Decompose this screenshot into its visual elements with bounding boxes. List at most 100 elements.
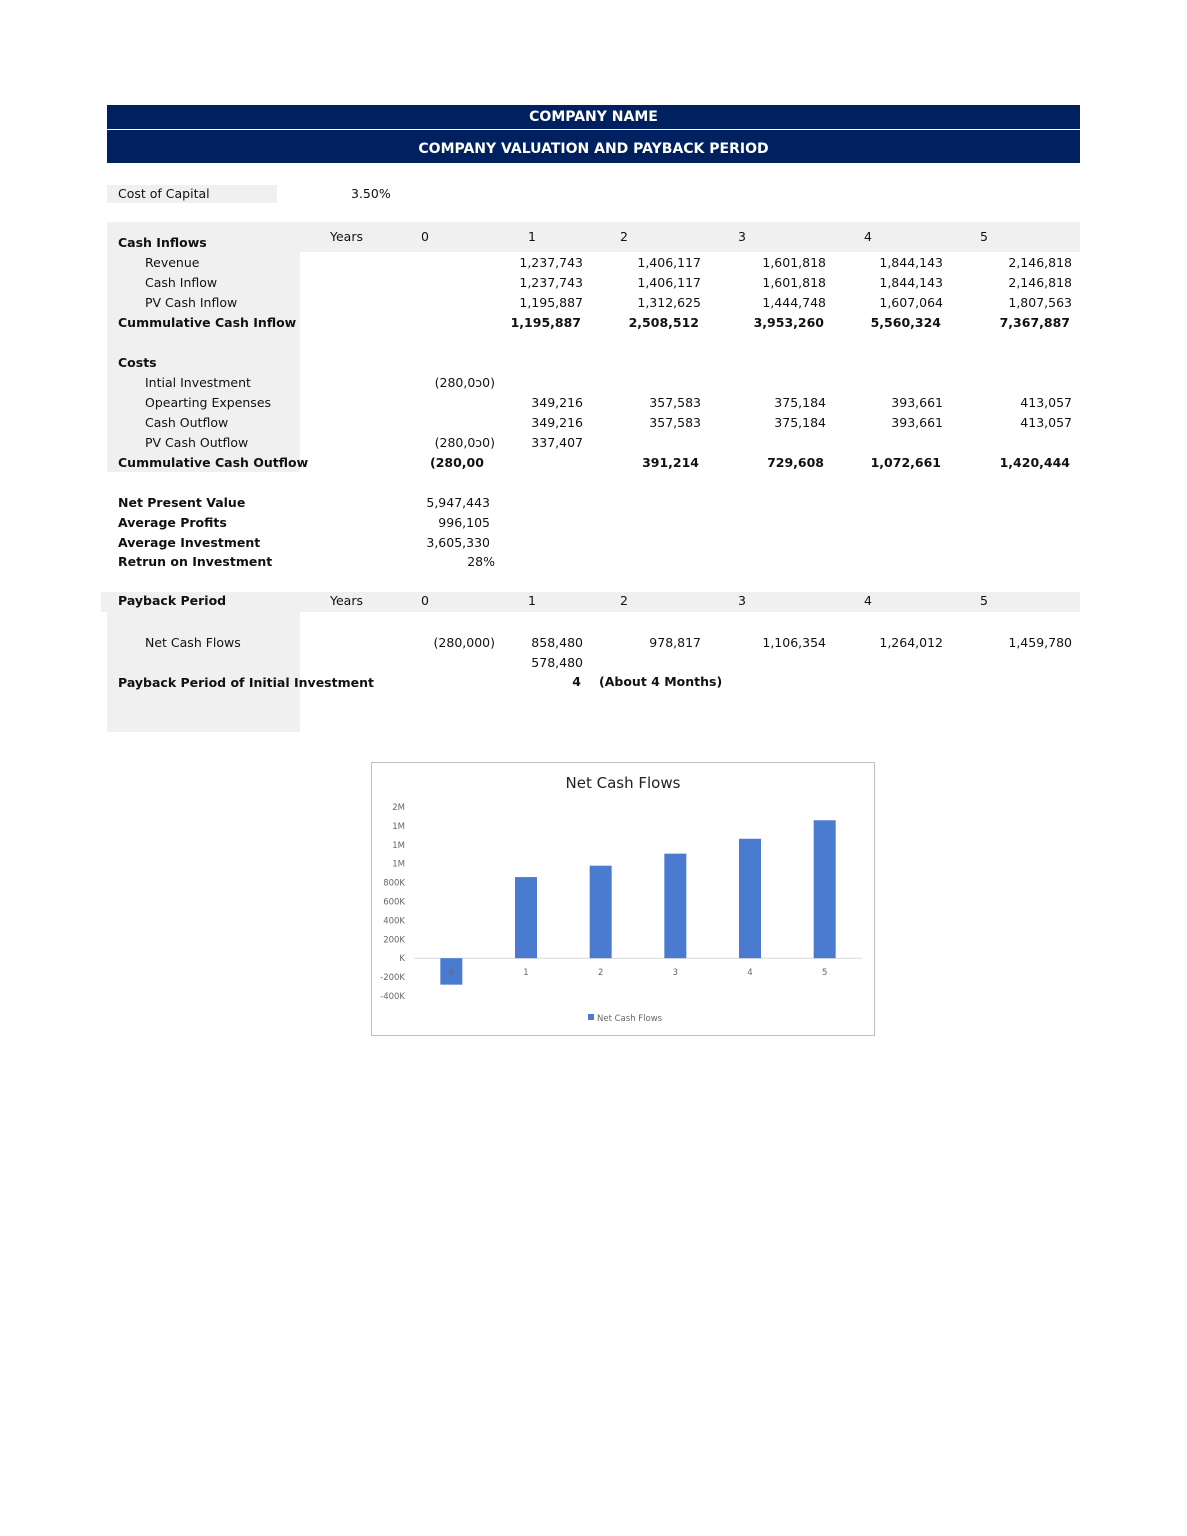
inflows-year-0: 0 <box>421 229 429 244</box>
cost-row-value: 357,583 <box>649 415 701 430</box>
cumulative-outflow-value: 1,420,444 <box>999 455 1070 470</box>
payback-header-bg <box>101 592 1080 612</box>
metric-value: 3,605,330 <box>426 535 490 550</box>
inflow-row-label: Cash Inflow <box>145 275 218 290</box>
inflows-year-3: 3 <box>738 229 746 244</box>
cumulative-outflow-value: 1,072,661 <box>870 455 941 470</box>
bar-3 <box>664 853 687 959</box>
cumulative-inflow-value: 3,953,260 <box>753 315 824 330</box>
payback-year-5: 5 <box>980 593 988 608</box>
bar-1 <box>515 877 537 959</box>
payback-result-value: 4 <box>572 674 581 689</box>
inflows-year-2: 2 <box>620 229 628 244</box>
cost-row-value: 357,583 <box>649 395 701 410</box>
inflow-row-value: 2,146,818 <box>1008 275 1072 290</box>
legend-swatch <box>588 1014 594 1020</box>
cost-of-capital-value: 3.50% <box>351 186 391 201</box>
inflow-row-value: 1,237,743 <box>519 275 583 290</box>
net-cash-flow-value: 1,264,012 <box>879 635 943 650</box>
inflows-year-1: 1 <box>528 229 536 244</box>
cumulative-inflow-value: 7,367,887 <box>999 315 1070 330</box>
y-tick-label: 200K <box>383 935 405 945</box>
inflow-row-value: 1,444,748 <box>762 295 826 310</box>
cost-row-label: Cash Outflow <box>145 415 229 430</box>
cumulative-inflow-value: 2,508,512 <box>628 315 699 330</box>
y-tick-label: 1M <box>392 841 405 851</box>
y-tick-label: 400K <box>383 916 405 926</box>
y-tick-label: 800K <box>383 879 405 889</box>
x-tick-label: 5 <box>822 968 827 978</box>
company-name: COMPANY NAME <box>107 105 1080 129</box>
cost-of-capital-bg <box>107 185 277 203</box>
chart-svg: Net Cash Flows 2M 1M 1M 1M 800K 600K 400K 200K K -… <box>380 774 862 1024</box>
payback-year-0: 0 <box>421 593 429 608</box>
y-tick-label: 600K <box>383 898 405 908</box>
inflow-row-value: 1,237,743 <box>519 255 583 270</box>
payback-years-label: Years <box>330 593 363 608</box>
net-cash-flows-chart: Net Cash Flows 2M 1M 1M 1M 800K 600K 400K 200K K -… <box>371 762 875 1036</box>
payback-result-note: (About 4 Months) <box>599 674 723 689</box>
y-tick-label: -200K <box>380 973 405 983</box>
cumulative-outflow-value: (280,00 <box>430 455 484 470</box>
cumulative-inflow-label: Cummulative Cash Inflow <box>118 315 297 330</box>
x-tick-label: 0 <box>449 968 454 978</box>
legend-label: Net Cash Flows <box>597 1014 663 1024</box>
cost-row-label: PV Cash Outflow <box>145 435 249 450</box>
inflow-row-label: Revenue <box>145 255 200 270</box>
payback-year-4: 4 <box>864 593 872 608</box>
cost-row-value: 413,057 <box>1020 395 1072 410</box>
payback-year-3: 3 <box>738 593 746 608</box>
inflow-row-value: 1,607,064 <box>879 295 943 310</box>
page-title: COMPANY VALUATION AND PAYBACK PERIOD <box>107 130 1080 163</box>
payback-label-bg <box>107 612 300 732</box>
x-tick-label: 2 <box>598 968 603 978</box>
cost-row-value: (280,0ɔ0) <box>434 375 495 390</box>
inflow-row-value: 1,195,887 <box>519 295 583 310</box>
inflow-row-label: PV Cash Inflow <box>145 295 238 310</box>
inflows-years-label: Years <box>330 229 363 244</box>
inflow-row-value: 1,601,818 <box>762 255 826 270</box>
bar-4 <box>739 838 761 959</box>
cost-row-value: 375,184 <box>774 395 826 410</box>
cost-row-label: Intial Investment <box>145 375 251 390</box>
inflow-row-value: 1,844,143 <box>879 255 943 270</box>
cost-row-value: 413,057 <box>1020 415 1072 430</box>
years-header-bg <box>107 222 1080 252</box>
cost-row-value: (280,0ɔ0) <box>434 435 495 450</box>
inflow-row-value: 1,844,143 <box>879 275 943 290</box>
net-cash-flows-label: Net Cash Flows <box>145 635 241 650</box>
metric-value: 28% <box>467 554 495 569</box>
cost-row-value: 375,184 <box>774 415 826 430</box>
inflow-row-value: 1,312,625 <box>637 295 701 310</box>
y-tick-label: 1M <box>392 860 405 870</box>
y-tick-label: 1M <box>392 822 405 832</box>
net-cash-flow-extra: 578,480 <box>531 655 583 670</box>
net-cash-flow-value: 978,817 <box>649 635 701 650</box>
cost-row-value: 393,661 <box>891 415 943 430</box>
x-tick-label: 1 <box>523 968 528 978</box>
metric-label: Net Present Value <box>118 495 246 510</box>
net-cash-flow-value: 1,459,780 <box>1008 635 1072 650</box>
cumulative-outflow-value: 729,608 <box>767 455 824 470</box>
metric-label: Average Investment <box>118 535 261 550</box>
net-cash-flow-value: 1,106,354 <box>762 635 826 650</box>
cumulative-outflow-value: 391,214 <box>642 455 699 470</box>
metric-label: Average Profits <box>118 515 227 530</box>
payback-year-2: 2 <box>620 593 628 608</box>
cost-of-capital-label: Cost of Capital <box>118 186 210 201</box>
y-tick-label: 2M <box>392 803 405 813</box>
label-column-bg <box>107 252 300 472</box>
cumulative-outflow-label: Cummulative Cash Outflow <box>118 455 309 470</box>
inflow-row-value: 1,406,117 <box>637 275 701 290</box>
inflow-row-value: 1,601,818 <box>762 275 826 290</box>
metric-value: 5,947,443 <box>426 495 490 510</box>
y-tick-label: K <box>399 954 405 964</box>
y-tick-label: -400K <box>380 992 405 1002</box>
cash-inflows-heading: Cash Inflows <box>118 235 207 250</box>
cumulative-inflow-value: 1,195,887 <box>510 315 581 330</box>
inflow-row-value: 1,807,563 <box>1008 295 1072 310</box>
payback-result-label: Payback Period of Initial Investment <box>118 675 374 690</box>
payback-heading: Payback Period <box>118 593 227 608</box>
cost-row-label: Opearting Expenses <box>145 395 272 410</box>
